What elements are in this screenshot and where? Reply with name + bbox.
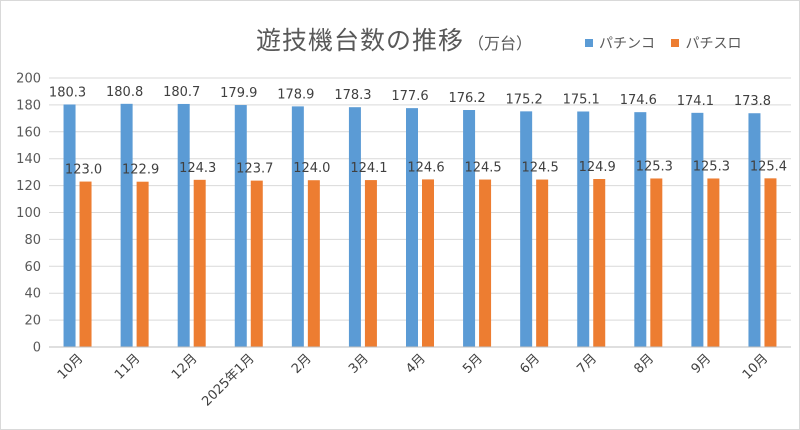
chart-title: 遊技機台数の推移 [256, 26, 465, 55]
bar-pachislot [479, 179, 492, 347]
bar-pachislot [307, 180, 320, 347]
legend-label-pachislot: パチスロ [685, 36, 742, 52]
data-label-pachinko: 178.3 [334, 88, 371, 103]
bar-pachinko [691, 112, 704, 347]
y-tick-label: 120 [16, 179, 41, 194]
data-label-pachislot: 125.4 [750, 159, 787, 174]
bar-pachislot [593, 179, 606, 347]
bar-pachislot [250, 180, 263, 347]
bar-pachinko [520, 111, 533, 347]
x-tick-label: 6月 [517, 351, 543, 377]
data-label-pachinko: 180.8 [106, 85, 143, 100]
data-label-pachinko: 180.3 [49, 85, 86, 100]
legend-label-pachinko: パチンコ [599, 36, 655, 52]
bar-pachislot [193, 179, 206, 347]
y-tick-label: 200 [16, 72, 41, 87]
bar-pachislot [536, 179, 549, 347]
x-tick-label: 9月 [689, 351, 715, 377]
data-label-pachislot: 124.5 [522, 161, 559, 176]
data-label-pachislot: 125.3 [636, 159, 673, 174]
bar-pachinko [348, 107, 361, 348]
bar-pachislot [364, 180, 377, 347]
bar-pachislot [422, 179, 434, 347]
x-tick-label: 12月 [169, 351, 200, 382]
data-label-pachislot: 124.5 [464, 161, 501, 176]
bar-pachinko [634, 112, 647, 348]
data-label-pachislot: 123.7 [236, 162, 273, 177]
data-label-pachislot: 124.9 [579, 160, 616, 175]
data-label-pachinko: 173.8 [734, 94, 771, 109]
data-label-pachinko: 177.6 [391, 89, 428, 104]
x-tick-label: 7月 [574, 351, 600, 377]
legend-item-pachislot: パチスロ [671, 33, 741, 53]
bar-pachislot [650, 178, 663, 347]
x-tick-label: 10月 [740, 351, 771, 382]
bar-pachinko [577, 111, 590, 347]
x-tick-label: 8月 [631, 351, 657, 377]
legend: パチンコ パチスロ [585, 33, 753, 53]
y-tick-label: 100 [16, 206, 41, 221]
y-tick-label: 140 [16, 152, 41, 167]
data-label-pachinko: 175.1 [563, 92, 600, 107]
data-label-pachinko: 175.2 [506, 92, 543, 107]
y-tick-label: 40 [24, 287, 41, 302]
bar-pachislot [79, 181, 92, 347]
x-tick-label: 11月 [112, 351, 143, 382]
bar-pachinko [63, 104, 76, 348]
data-label-pachinko: 176.2 [448, 91, 485, 106]
x-tick-label: 2月 [289, 351, 315, 377]
bar-pachinko [120, 103, 133, 347]
data-label-pachinko: 180.7 [163, 85, 200, 100]
bar-pachinko [406, 108, 418, 348]
y-tick-label: 180 [16, 98, 41, 113]
x-tick-label: 4月 [403, 351, 429, 377]
y-tick-label: 0 [33, 341, 41, 356]
chart-subtitle: （万台） [468, 34, 533, 53]
bar-pachinko [177, 103, 190, 348]
x-tick-label: 5月 [460, 351, 486, 377]
data-label-pachislot: 124.1 [350, 161, 387, 176]
data-label-pachinko: 179.9 [220, 86, 257, 101]
data-label-pachinko: 174.6 [620, 93, 657, 108]
bar-pachinko [234, 105, 247, 347]
data-label-pachinko: 178.9 [277, 87, 314, 102]
legend-item-pachinko: パチンコ [585, 33, 655, 53]
legend-swatch-pachislot [671, 39, 680, 47]
bar-pachinko [748, 113, 761, 347]
bar-pachislot [764, 178, 777, 347]
chart-title-block: 遊技機台数の推移 （万台） [256, 21, 532, 57]
bar-pachinko [291, 106, 304, 347]
x-tick-label: 3月 [346, 351, 372, 377]
data-label-pachislot: 124.3 [179, 161, 216, 176]
bar-pachinko [463, 110, 476, 347]
data-label-pachislot: 124.0 [293, 161, 330, 176]
y-tick-label: 80 [24, 233, 41, 248]
data-label-pachislot: 122.9 [122, 163, 159, 178]
data-label-pachinko: 174.1 [677, 94, 714, 109]
data-label-pachislot: 123.0 [65, 163, 102, 178]
y-tick-label: 60 [24, 260, 41, 275]
legend-swatch-pachinko [585, 39, 593, 47]
bar-pachislot [707, 178, 720, 347]
y-tick-label: 20 [24, 314, 41, 329]
x-tick-label: 10月 [55, 351, 86, 382]
y-tick-label: 160 [16, 125, 41, 140]
data-label-pachislot: 124.6 [407, 160, 444, 175]
x-tick-label: 2025年1月 [199, 351, 257, 409]
data-label-pachislot: 125.3 [693, 159, 730, 174]
bar-pachislot [136, 181, 149, 347]
